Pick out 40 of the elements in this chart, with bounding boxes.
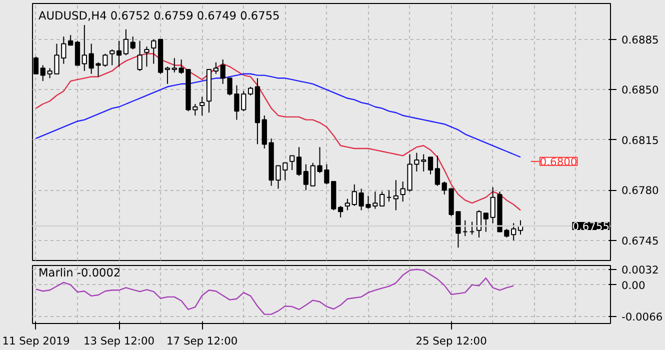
- text: AUDUSD,H4 0.6752 0.6759 0.6749 0.6755: [38, 8, 280, 22]
- candlestick: [123, 28, 129, 56]
- candlestick: [137, 40, 142, 72]
- candlestick: [110, 48, 115, 66]
- chart-title: Marlin -0.0002: [38, 266, 121, 280]
- candlestick: [511, 222, 516, 241]
- y-tick-label: -0.0066: [622, 310, 663, 324]
- line-series: [35, 268, 514, 315]
- candlestick: [151, 38, 156, 64]
- candlestick: [344, 198, 350, 211]
- y-tick-label: 0.0032: [622, 263, 659, 276]
- candlestick: [74, 40, 80, 66]
- y-tick-label: 0.6885: [622, 33, 659, 46]
- candlestick: [476, 210, 482, 238]
- ref-line-label: 0.6755: [572, 220, 610, 234]
- candlestick: [144, 46, 150, 68]
- x-tick-label: 17 Sep 12:00: [166, 334, 238, 348]
- candlestick: [290, 155, 295, 171]
- y-tick-label: 0.6815: [622, 134, 659, 147]
- y-tick-label: 0.00: [622, 278, 646, 292]
- candlestick: [296, 146, 302, 176]
- candlestick: [393, 180, 398, 211]
- candlestick: [428, 156, 434, 175]
- candlestick: [200, 96, 205, 116]
- candlestick: [68, 34, 74, 46]
- y-tick-label: 0.6850: [622, 84, 660, 97]
- candlestick: [213, 62, 219, 74]
- x-tick-label: 13 Sep 12:00: [83, 334, 155, 348]
- candlestick: [303, 164, 308, 191]
- y-tick-label: 0.6745: [622, 234, 659, 248]
- candlestick: [82, 24, 87, 72]
- x-tick-label: 25 Sep 12:00: [416, 334, 488, 348]
- candlestick: [379, 191, 385, 206]
- candlestick: [116, 40, 122, 68]
- y-tick-label: 0.6780: [622, 184, 660, 198]
- candlestick: [130, 36, 136, 50]
- candlestick: [338, 205, 344, 218]
- candlestick: [434, 155, 440, 186]
- candlestick: [164, 66, 170, 84]
- x-tick-label: 11 Sep 2019: [2, 334, 70, 348]
